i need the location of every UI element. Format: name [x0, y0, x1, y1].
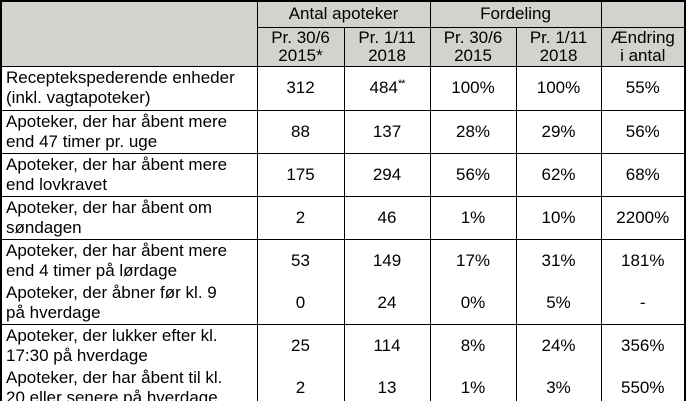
- column-group-fordeling: Fordeling: [429, 0, 602, 28]
- cell-antal-2015: 88: [256, 109, 345, 154]
- cell-antal-2015: 2: [256, 195, 345, 240]
- cell-fordeling-2015: 8%: [429, 323, 517, 367]
- table-row: Apoteker, der har åbent mere end 47 time…: [0, 109, 686, 154]
- cell-aendring: 356%: [600, 323, 686, 367]
- cell-antal-2015: 2: [256, 366, 345, 401]
- cell-antal-2018: 294: [343, 152, 431, 197]
- cell-fordeling-2018: 5%: [515, 281, 602, 325]
- cell-aendring: -: [600, 281, 686, 325]
- cell-antal-2015: 0: [256, 281, 345, 325]
- cell-antal-2015: 25: [256, 323, 345, 367]
- cell-fordeling-2018: 29%: [515, 109, 602, 154]
- row-label: Apoteker, der har åbent mere end 4 timer…: [0, 238, 258, 282]
- cell-fordeling-2015: 56%: [429, 152, 517, 197]
- column-group-antal-apoteker: Antal apoteker: [256, 0, 431, 28]
- cell-antal-2018: 484**: [343, 65, 431, 111]
- cell-aendring: 550%: [600, 366, 686, 401]
- cell-antal-2018: 13: [343, 366, 431, 401]
- table-row: Apoteker, der åbner før kl. 9 på hverdag…: [0, 281, 686, 325]
- cell-aendring: 2200%: [600, 195, 686, 240]
- cell-antal-2015: 53: [256, 238, 345, 282]
- cell-fordeling-2018: 24%: [515, 323, 602, 367]
- cell-antal-2018: 46: [343, 195, 431, 240]
- header-subcolumn-row: Pr. 30/6 2015* Pr. 1/11 2018 Pr. 30/6 20…: [1, 26, 686, 67]
- footnote-marker: **: [397, 78, 406, 90]
- cell-fordeling-2018: 10%: [515, 195, 602, 240]
- header-fordeling-2018: Pr. 1/11 2018: [515, 26, 602, 67]
- row-label: Receptekspederende enheder (inkl. vagtap…: [0, 65, 258, 111]
- cell-fordeling-2015: 1%: [429, 195, 517, 240]
- cell-fordeling-2015: 1%: [429, 366, 517, 401]
- cell-aendring: 55%: [600, 65, 686, 111]
- table-row: Apoteker, der har åbent mere end 4 timer…: [0, 238, 686, 282]
- cell-fordeling-2015: 17%: [429, 238, 517, 282]
- corner-cell: [0, 0, 258, 67]
- cell-antal-2018: 114: [343, 323, 431, 367]
- cell-antal-2018: 137: [343, 109, 431, 154]
- cell-fordeling-2015: 100%: [429, 65, 517, 111]
- cell-fordeling-2015: 0%: [429, 281, 517, 325]
- cell-fordeling-2018: 62%: [515, 152, 602, 197]
- cell-antal-2015: 312: [256, 65, 345, 111]
- cell-aendring: 68%: [600, 152, 686, 197]
- table-row: Receptekspederende enheder (inkl. vagtap…: [0, 65, 686, 111]
- header-fordeling-2015: Pr. 30/6 2015: [429, 26, 517, 67]
- top-right-empty-cell: [600, 0, 686, 28]
- row-label: Apoteker, der har åbent om søndagen: [0, 195, 258, 240]
- cell-antal-2018: 24: [343, 281, 431, 325]
- cell-fordeling-2018: 3%: [515, 366, 602, 401]
- row-label: Apoteker, der har åbent mere end lovkrav…: [0, 152, 258, 197]
- header-aendring-i-antal: Ændring i antal: [600, 26, 686, 67]
- cell-fordeling-2015: 28%: [429, 109, 517, 154]
- header-antal-2015: Pr. 30/6 2015*: [256, 26, 345, 67]
- cell-fordeling-2018: 31%: [515, 238, 602, 282]
- table-row: Apoteker, der har åbent om søndagen 2 46…: [0, 195, 686, 240]
- table-row: Apoteker, der lukker efter kl. 17:30 på …: [0, 323, 686, 367]
- header-group-row: Antal apoteker Fordeling: [0, 0, 686, 67]
- value: 484: [369, 78, 398, 97]
- row-label: Apoteker, der har åbent til kl. 20 eller…: [0, 366, 258, 401]
- value: 312: [286, 78, 315, 97]
- cell-aendring: 56%: [600, 109, 686, 154]
- cell-fordeling-2018: 100%: [515, 65, 602, 111]
- cell-aendring: 181%: [600, 238, 686, 282]
- row-label: Apoteker, der lukker efter kl. 17:30 på …: [0, 323, 258, 367]
- row-label: Apoteker, der åbner før kl. 9 på hverdag…: [0, 281, 258, 325]
- row-label: Apoteker, der har åbent mere end 47 time…: [0, 109, 258, 154]
- table-row: Apoteker, der har åbent til kl. 20 eller…: [0, 366, 686, 401]
- table-row: Apoteker, der har åbent mere end lovkrav…: [0, 152, 686, 197]
- cell-antal-2018: 149: [343, 238, 431, 282]
- cell-antal-2015: 175: [256, 152, 345, 197]
- header-antal-2018: Pr. 1/11 2018: [343, 26, 431, 67]
